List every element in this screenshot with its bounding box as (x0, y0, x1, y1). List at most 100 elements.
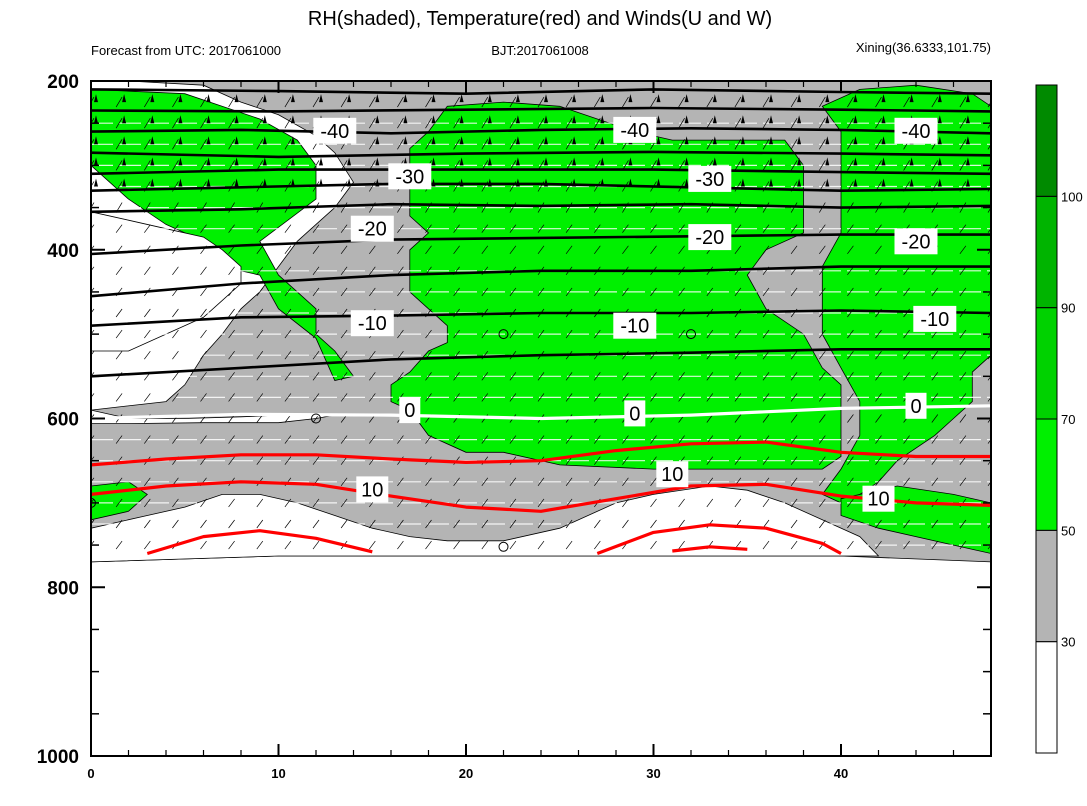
wind-barb (340, 287, 348, 297)
wind-barb (565, 477, 573, 487)
wind-barb (565, 372, 573, 381)
wind-barb (397, 435, 404, 444)
calm-wind-marker (311, 413, 321, 424)
wind-barb-pennant (122, 178, 127, 187)
wind-barb-pennant (740, 94, 745, 103)
contour-label-box (356, 476, 389, 503)
wind-barb (425, 329, 432, 339)
contour-label-box (350, 215, 394, 242)
wind-barb (706, 96, 714, 108)
wind-barb (509, 519, 517, 529)
wind-barb (565, 393, 573, 402)
wind-barb-pennant (572, 157, 577, 166)
wind-barb (650, 96, 657, 108)
wind-barb-pennant (262, 178, 267, 187)
wind-barb (903, 96, 910, 108)
wind-barb (481, 245, 489, 255)
wind-barb (228, 224, 235, 233)
wind-barb-pennant (544, 136, 548, 145)
wind-barb (481, 519, 489, 529)
wind-barb (312, 498, 320, 508)
wind-barb (256, 329, 264, 339)
wind-barb (115, 519, 123, 529)
wind-barb (200, 224, 207, 233)
wind-barb-pennant (178, 94, 183, 103)
wind-barb-pennant (290, 94, 295, 103)
wind-barb-pennant (769, 115, 773, 124)
wind-barb (91, 519, 95, 525)
wind-barb-pennant (881, 157, 886, 166)
wind-barb-pennant (769, 178, 773, 187)
wind-barb (875, 477, 882, 487)
wind-barb (537, 224, 545, 233)
wind-barb (790, 139, 798, 150)
wind-barb-pennant (797, 157, 802, 166)
wind-barb (650, 498, 657, 508)
wind-barb (875, 456, 882, 465)
wind-barb (762, 540, 770, 550)
wind-barb (987, 291, 991, 297)
wind-barb-pennant (234, 136, 239, 145)
wind-barb (537, 287, 545, 297)
wind-barb (565, 224, 573, 233)
wind-barb (819, 477, 826, 487)
wind-barb (734, 118, 742, 129)
wind-barb (369, 393, 376, 402)
wind-barb (228, 266, 235, 276)
wind-barb (256, 224, 264, 233)
wind-barb-pennant (234, 115, 239, 124)
wind-barb (256, 456, 264, 465)
wind-barb (622, 435, 629, 444)
y-tick-label: 800 (47, 578, 79, 599)
colorbar-tick-label: 50 (1061, 523, 1075, 538)
contour-label: 10 (661, 464, 683, 486)
wind-barb (453, 477, 460, 487)
wind-barb (481, 287, 489, 297)
wind-barb (340, 224, 348, 233)
wind-barb (847, 118, 854, 129)
wind-barb (903, 519, 910, 529)
wind-barb (987, 333, 991, 339)
wind-barb-pennant (544, 94, 548, 103)
wind-barb (987, 439, 991, 444)
wind-barb (172, 160, 179, 171)
wind-barb-pennant (600, 136, 605, 145)
isotherm-line (91, 347, 991, 378)
wind-barb-pennant (319, 94, 323, 103)
wind-barb (397, 350, 404, 360)
wind-barb-pennant (825, 157, 830, 166)
wind-barb (875, 287, 882, 297)
wind-barb-pennant (459, 115, 464, 124)
wind-barb-pennant (544, 157, 548, 166)
wind-barb (790, 287, 798, 297)
wind-barb (565, 118, 573, 129)
wind-barb (228, 96, 235, 108)
contour-label-box (388, 163, 432, 190)
wind-barb (622, 456, 629, 465)
wind-barb-pennant (740, 136, 745, 145)
wind-barb (509, 372, 517, 381)
wind-barb (819, 350, 826, 360)
wind-barb (284, 498, 292, 508)
wind-barb (650, 372, 657, 381)
wind-barb-pennant (965, 115, 970, 124)
wind-barb (144, 266, 151, 276)
wind-barb (425, 224, 432, 233)
wind-barb (369, 266, 376, 276)
wind-barb (819, 435, 826, 444)
wind-barb (678, 96, 685, 108)
x-tick-label: 20 (459, 766, 473, 781)
wind-barb (143, 96, 151, 108)
wind-barb (706, 118, 714, 129)
wind-barb-pennant (825, 178, 830, 187)
wind-barb (481, 477, 489, 487)
wind-barb (453, 329, 460, 339)
wind-barb-pennant (375, 94, 380, 103)
wind-barb (144, 329, 151, 339)
wind-barb (565, 540, 573, 550)
x-tick-label: 10 (271, 766, 285, 781)
wind-barb (115, 393, 123, 402)
wind-barb (91, 118, 95, 124)
wind-barb (284, 224, 292, 233)
